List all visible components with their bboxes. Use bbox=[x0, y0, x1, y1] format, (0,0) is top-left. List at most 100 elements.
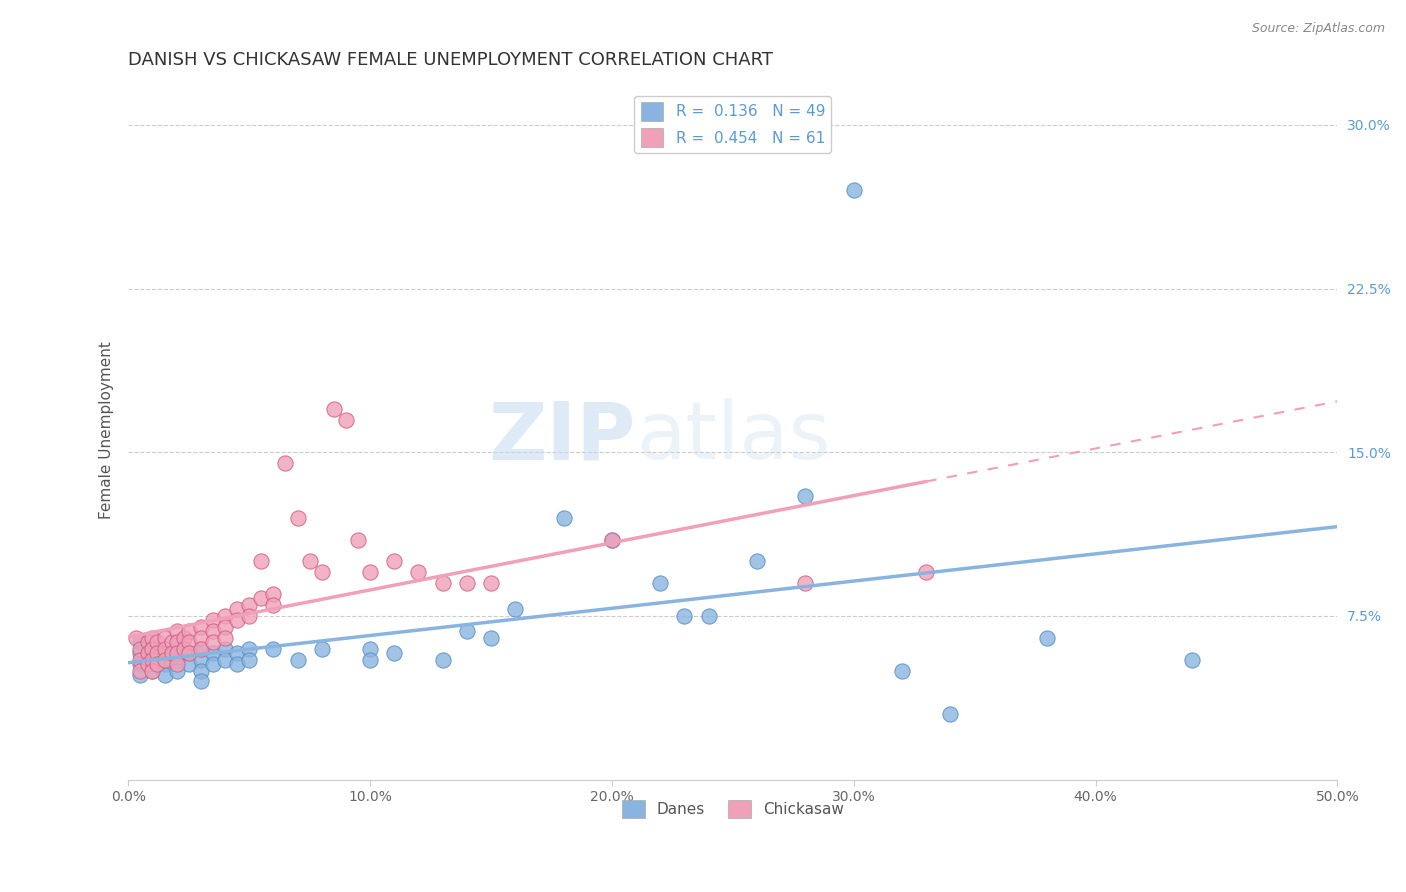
Point bbox=[553, 510, 575, 524]
Point bbox=[311, 641, 333, 656]
Point bbox=[136, 646, 159, 660]
Point bbox=[141, 641, 163, 656]
Point bbox=[697, 609, 720, 624]
Point bbox=[153, 668, 176, 682]
Point bbox=[214, 641, 236, 656]
Point bbox=[190, 631, 212, 645]
Point bbox=[359, 652, 381, 666]
Point bbox=[794, 576, 817, 591]
Point bbox=[190, 674, 212, 689]
Point bbox=[153, 631, 176, 645]
Point bbox=[153, 641, 176, 656]
Point bbox=[226, 613, 249, 627]
Point bbox=[382, 554, 405, 568]
Point bbox=[141, 664, 163, 678]
Point bbox=[201, 635, 224, 649]
Text: Source: ZipAtlas.com: Source: ZipAtlas.com bbox=[1251, 22, 1385, 36]
Point bbox=[250, 591, 273, 606]
Point bbox=[226, 646, 249, 660]
Point bbox=[146, 657, 169, 671]
Point bbox=[166, 657, 188, 671]
Point bbox=[153, 657, 176, 671]
Point bbox=[201, 624, 224, 639]
Point bbox=[915, 566, 938, 580]
Point bbox=[335, 412, 357, 426]
Point bbox=[214, 652, 236, 666]
Point bbox=[166, 635, 188, 649]
Point bbox=[166, 624, 188, 639]
Point bbox=[129, 652, 152, 666]
Point bbox=[129, 646, 152, 660]
Point bbox=[190, 652, 212, 666]
Point bbox=[160, 646, 183, 660]
Point bbox=[479, 631, 502, 645]
Point bbox=[160, 635, 183, 649]
Text: atlas: atlas bbox=[636, 399, 831, 476]
Point bbox=[201, 646, 224, 660]
Point bbox=[136, 635, 159, 649]
Point bbox=[226, 602, 249, 616]
Point bbox=[129, 641, 152, 656]
Point bbox=[141, 652, 163, 666]
Point bbox=[745, 554, 768, 568]
Point bbox=[141, 641, 163, 656]
Point bbox=[226, 657, 249, 671]
Point bbox=[129, 657, 152, 671]
Point bbox=[347, 533, 370, 547]
Point bbox=[214, 620, 236, 634]
Point bbox=[190, 641, 212, 656]
Point bbox=[201, 657, 224, 671]
Point bbox=[262, 598, 284, 612]
Point bbox=[136, 657, 159, 671]
Point bbox=[177, 635, 200, 649]
Point bbox=[456, 624, 478, 639]
Point bbox=[190, 664, 212, 678]
Point bbox=[479, 576, 502, 591]
Point bbox=[166, 646, 188, 660]
Point bbox=[190, 620, 212, 634]
Point bbox=[600, 533, 623, 547]
Point bbox=[238, 652, 260, 666]
Point bbox=[173, 641, 195, 656]
Point bbox=[432, 576, 454, 591]
Point bbox=[177, 624, 200, 639]
Point bbox=[1036, 631, 1059, 645]
Point bbox=[124, 631, 146, 645]
Text: DANISH VS CHICKASAW FEMALE UNEMPLOYMENT CORRELATION CHART: DANISH VS CHICKASAW FEMALE UNEMPLOYMENT … bbox=[128, 51, 773, 69]
Point bbox=[177, 657, 200, 671]
Point bbox=[146, 635, 169, 649]
Point bbox=[650, 576, 672, 591]
Point bbox=[166, 664, 188, 678]
Point bbox=[141, 664, 163, 678]
Point bbox=[359, 566, 381, 580]
Point bbox=[173, 631, 195, 645]
Point bbox=[153, 652, 176, 666]
Point bbox=[503, 602, 526, 616]
Point bbox=[298, 554, 321, 568]
Point bbox=[262, 587, 284, 601]
Point bbox=[891, 664, 914, 678]
Point bbox=[177, 646, 200, 660]
Point bbox=[287, 510, 309, 524]
Point bbox=[287, 652, 309, 666]
Point bbox=[382, 646, 405, 660]
Point bbox=[456, 576, 478, 591]
Point bbox=[129, 668, 152, 682]
Point bbox=[190, 641, 212, 656]
Point bbox=[129, 664, 152, 678]
Point bbox=[129, 635, 152, 649]
Point bbox=[262, 641, 284, 656]
Legend: Danes, Chickasaw: Danes, Chickasaw bbox=[616, 794, 851, 824]
Point bbox=[673, 609, 696, 624]
Point bbox=[238, 641, 260, 656]
Point bbox=[600, 533, 623, 547]
Point bbox=[250, 554, 273, 568]
Point bbox=[1181, 652, 1204, 666]
Point bbox=[311, 566, 333, 580]
Point bbox=[214, 609, 236, 624]
Point bbox=[322, 401, 344, 416]
Point bbox=[146, 646, 169, 660]
Point bbox=[432, 652, 454, 666]
Point bbox=[274, 456, 297, 470]
Point bbox=[238, 609, 260, 624]
